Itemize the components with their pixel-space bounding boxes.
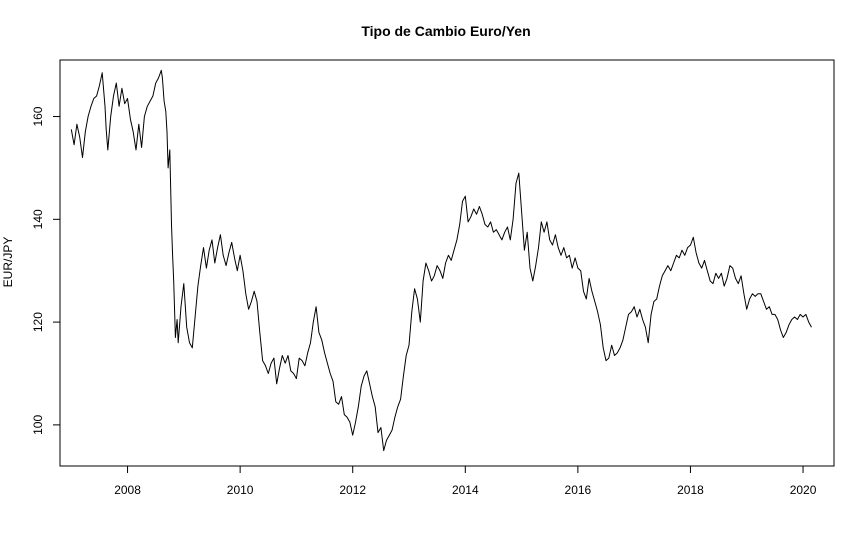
y-tick-label: 120 [31,312,45,332]
x-tick-label: 2018 [677,483,704,497]
y-tick-label: 140 [31,209,45,229]
x-tick-label: 2012 [339,483,366,497]
x-tick-label: 2014 [452,483,479,497]
x-axis: 2008 2010 2012 2014 2016 2018 2020 [114,466,817,497]
x-tick-label: 2016 [565,483,592,497]
y-axis-label: EUR/JPY [1,237,15,288]
y-axis: 100 120 140 160 [31,106,60,435]
series-line-eur-jpy [70,69,812,452]
y-tick-label: 160 [31,106,45,126]
y-tick-label: 100 [31,415,45,435]
chart-title: Tipo de Cambio Euro/Yen [361,23,530,39]
plot-frame [59,59,835,467]
x-tick-label: 2020 [790,483,817,497]
x-tick-label: 2008 [114,483,141,497]
x-tick-label: 2010 [227,483,254,497]
